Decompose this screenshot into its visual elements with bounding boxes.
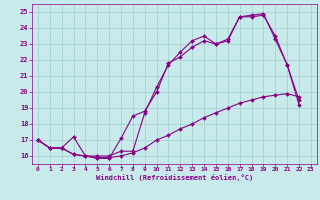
X-axis label: Windchill (Refroidissement éolien,°C): Windchill (Refroidissement éolien,°C): [96, 174, 253, 181]
